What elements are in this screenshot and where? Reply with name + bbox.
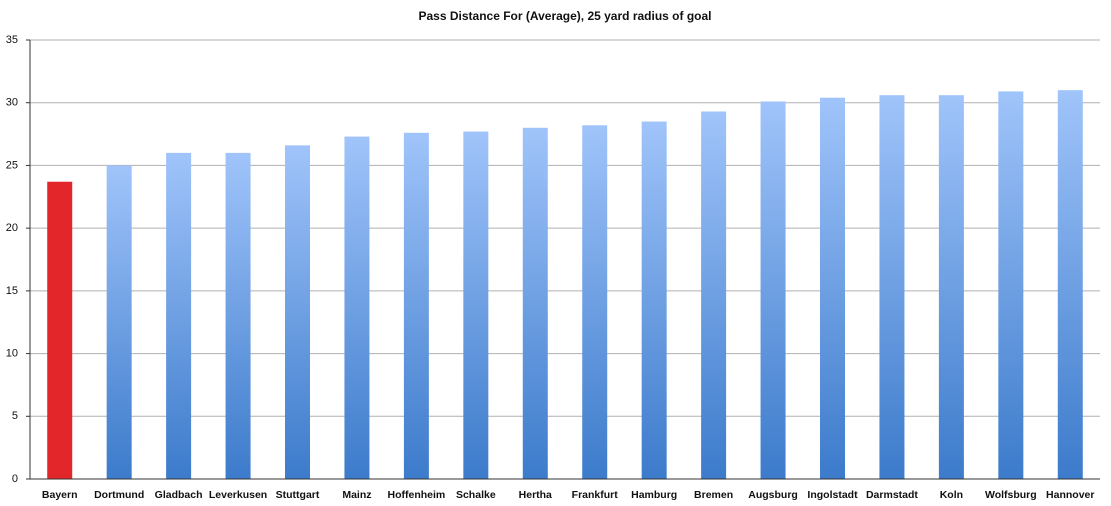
- y-tick-label: 5: [12, 410, 18, 422]
- bar: [701, 111, 727, 479]
- bar: [998, 91, 1024, 479]
- bar: [820, 97, 845, 479]
- bar: [106, 165, 132, 479]
- x-tick-label: Mainz: [342, 489, 371, 501]
- bar: [285, 145, 310, 480]
- x-tick-label: Darmstadt: [866, 489, 918, 501]
- x-tick-label: Hoffenheim: [388, 489, 446, 501]
- x-tick-label: Dortmund: [94, 489, 144, 501]
- bar: [344, 136, 370, 479]
- x-tick-label: Koln: [940, 489, 963, 501]
- bar: [463, 131, 489, 479]
- x-tick-label: Frankfurt: [572, 489, 619, 501]
- y-tick-label: 25: [6, 159, 18, 171]
- x-tick-label: Gladbach: [155, 489, 203, 501]
- x-tick-label: Hannover: [1046, 489, 1094, 501]
- bar: [879, 95, 905, 479]
- y-tick-label: 10: [6, 347, 18, 359]
- x-tick-label: Hertha: [519, 489, 552, 501]
- x-tick-label: Schalke: [456, 489, 496, 501]
- bar: [47, 181, 73, 479]
- y-tick-label: 0: [12, 473, 18, 485]
- bar: [403, 132, 429, 479]
- x-tick-label: Augsburg: [748, 489, 798, 501]
- x-tick-label: Bayern: [42, 489, 78, 501]
- x-tick-label: Wolfsburg: [985, 489, 1037, 501]
- y-tick-label: 35: [6, 34, 18, 46]
- x-tick-label: Ingolstadt: [807, 489, 858, 501]
- bar: [166, 152, 192, 479]
- x-tick-label: Stuttgart: [276, 489, 320, 501]
- x-tick-label: Leverkusen: [209, 489, 267, 501]
- bar: [1057, 90, 1083, 480]
- bar: [938, 95, 964, 479]
- y-tick-label: 15: [6, 285, 18, 297]
- bar: [582, 125, 608, 479]
- chart-title: Pass Distance For (Average), 25 yard rad…: [419, 9, 712, 23]
- x-tick-label: Hamburg: [631, 489, 677, 501]
- y-tick-label: 30: [6, 97, 18, 109]
- y-tick-label: 20: [6, 222, 18, 234]
- x-tick-label: Bremen: [694, 489, 733, 501]
- bar: [641, 121, 667, 480]
- bar: [225, 152, 251, 479]
- bar: [522, 127, 548, 480]
- bar: [760, 101, 786, 480]
